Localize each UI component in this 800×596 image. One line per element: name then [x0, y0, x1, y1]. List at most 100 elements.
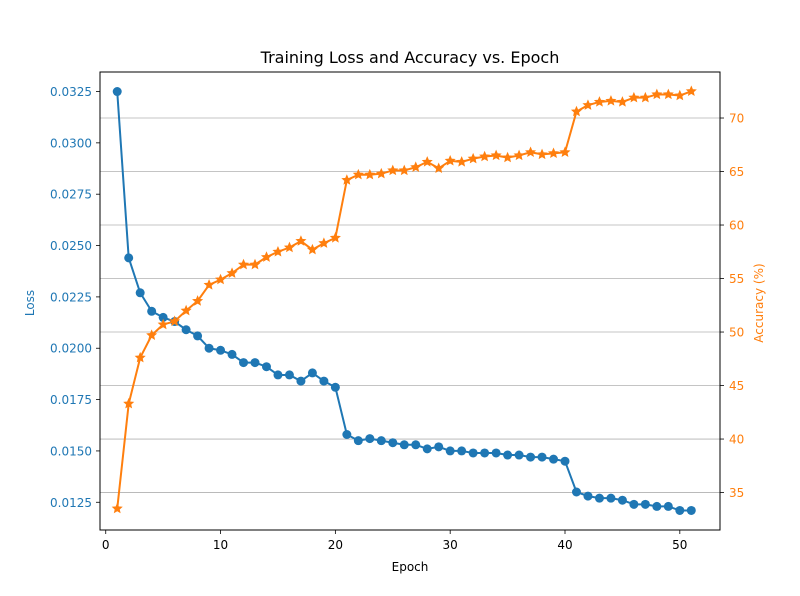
accuracy-point	[570, 105, 583, 117]
loss-point	[422, 444, 432, 454]
loss-point	[388, 438, 398, 448]
accuracy-point	[364, 168, 376, 180]
accuracy-point	[283, 241, 295, 253]
accuracy-point	[146, 329, 158, 340]
accuracy-point	[157, 318, 169, 330]
loss-point	[399, 440, 409, 450]
loss-point	[307, 368, 317, 378]
right-tick-label: 60	[729, 219, 744, 233]
loss-point	[319, 376, 329, 386]
accuracy-point	[306, 243, 318, 255]
loss-point	[147, 306, 157, 316]
x-tick-label: 30	[443, 538, 458, 552]
loss-point	[135, 288, 145, 298]
left-tick-label: 0.0300	[50, 136, 92, 150]
right-tick-label: 40	[729, 433, 744, 447]
loss-point	[549, 454, 559, 464]
loss-point	[675, 505, 685, 515]
accuracy-point	[169, 315, 181, 327]
loss-point	[227, 349, 237, 359]
accuracy-point	[329, 232, 341, 243]
left-tick-label: 0.0125	[50, 496, 92, 510]
accuracy-point	[467, 152, 479, 164]
right-tick-label: 50	[729, 326, 744, 340]
loss-point	[250, 358, 260, 368]
accuracy-point	[662, 88, 674, 100]
loss-point	[640, 499, 650, 509]
accuracy-point	[192, 295, 204, 306]
accuracy-point	[616, 96, 628, 107]
series-layer	[111, 85, 697, 515]
loss-point	[560, 456, 570, 466]
right-tick-label: 45	[729, 379, 744, 393]
accuracy-point	[685, 85, 697, 96]
accuracy-point	[123, 397, 135, 409]
accuracy-point	[582, 99, 594, 110]
accuracy-point	[226, 267, 238, 278]
loss-point	[571, 487, 581, 497]
accuracy-point	[260, 251, 273, 262]
loss-point	[342, 429, 352, 439]
x-tick-label: 40	[557, 538, 572, 552]
loss-point	[686, 505, 696, 515]
loss-point	[491, 448, 501, 458]
accuracy-point	[421, 156, 433, 167]
accuracy-point	[639, 91, 651, 103]
accuracy-point	[352, 168, 364, 180]
left-tick-label: 0.0200	[50, 342, 92, 356]
accuracy-point	[180, 304, 192, 316]
accuracy-point	[444, 155, 456, 166]
accuracy-point	[215, 273, 227, 285]
series-accuracy	[111, 85, 697, 514]
loss-point	[663, 501, 673, 511]
accuracy-point	[111, 502, 123, 514]
grid-lines	[100, 117, 720, 493]
loss-point	[376, 436, 386, 446]
loss-point	[594, 493, 604, 503]
accuracy-point	[295, 235, 307, 246]
left-tick-label: 0.0225	[50, 290, 92, 304]
left-tick-label: 0.0175	[50, 393, 92, 407]
loss-point	[112, 87, 122, 97]
right-tick-label: 35	[729, 486, 744, 500]
accuracy-point	[513, 149, 525, 161]
loss-point	[583, 491, 593, 501]
loss-point	[652, 501, 662, 511]
accuracy-point	[651, 88, 663, 100]
x-tick-label: 20	[328, 538, 343, 552]
loss-point	[261, 362, 271, 372]
loss-point	[537, 452, 547, 462]
left-axis-ticks: 0.0125 0.0150 0.0175 0.0200 0.0225 0.0250 0.02…	[50, 85, 100, 510]
loss-point	[617, 495, 627, 505]
loss-point	[457, 446, 467, 456]
right-tick-label: 70	[729, 112, 744, 126]
accuracy-point	[502, 151, 514, 163]
loss-point	[353, 436, 363, 446]
right-axis-ticks: 35 40 45 50 55 60 65 70	[720, 112, 744, 500]
loss-point	[503, 450, 513, 460]
accuracy-point	[547, 147, 560, 159]
accuracy-point	[398, 164, 410, 176]
loss-point	[124, 253, 134, 263]
loss-point	[193, 331, 203, 341]
left-tick-label: 0.0150	[50, 444, 92, 458]
accuracy-point	[490, 149, 502, 161]
chart-title: Training Loss and Accuracy vs. Epoch	[260, 48, 560, 67]
accuracy-point	[525, 146, 537, 157]
right-tick-label: 55	[729, 272, 744, 286]
accuracy-point	[536, 148, 548, 160]
accuracy-point	[433, 162, 445, 174]
x-tick-label: 0	[102, 538, 110, 552]
loss-point	[606, 493, 616, 503]
loss-point	[204, 343, 214, 353]
loss-point	[330, 382, 340, 392]
accuracy-point	[249, 258, 261, 270]
left-axis-label: Loss	[23, 290, 37, 316]
accuracy-point	[134, 351, 146, 363]
accuracy-point	[237, 258, 250, 270]
loss-point	[158, 312, 168, 322]
accuracy-point	[272, 245, 284, 257]
accuracy-point	[387, 164, 399, 176]
